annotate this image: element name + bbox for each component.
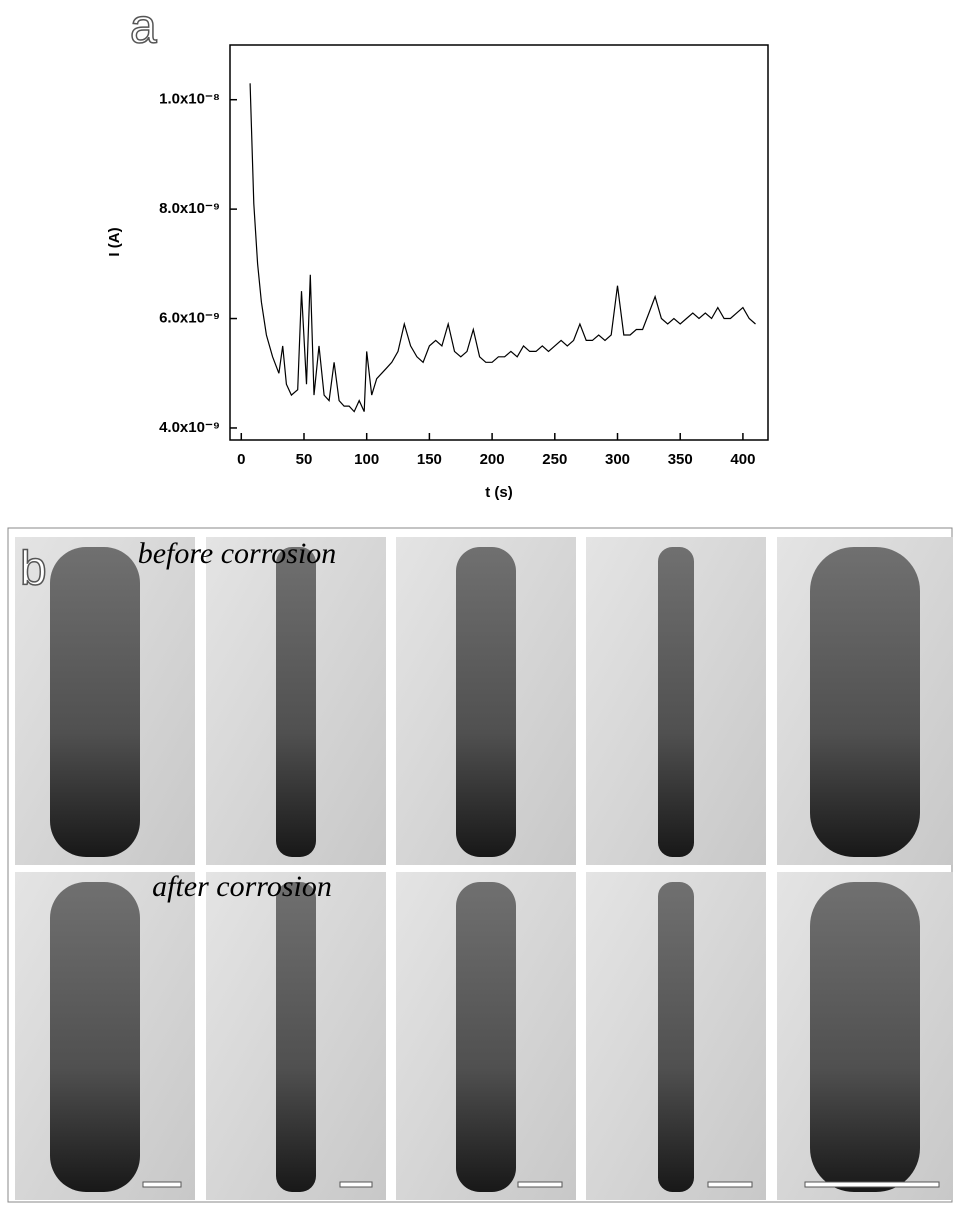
x-tick-label: 100 (354, 451, 379, 468)
y-tick-label: 8.0x10⁻⁹ (159, 200, 220, 217)
grain (810, 547, 920, 857)
panel-label: a (130, 1, 157, 54)
y-tick-label: 1.0x10⁻⁸ (159, 91, 220, 108)
x-tick-label: 350 (668, 451, 693, 468)
y-tick-label: 4.0x10⁻⁹ (159, 419, 220, 436)
y-axis-label: I (A) (106, 227, 123, 256)
x-tick-label: 400 (730, 451, 755, 468)
x-tick-label: 150 (417, 451, 442, 468)
data-line (249, 83, 756, 413)
x-tick-label: 200 (480, 451, 505, 468)
x-axis-label: t (s) (485, 484, 513, 501)
grain (50, 882, 140, 1192)
grain (456, 547, 516, 857)
grain (658, 547, 694, 857)
micrographs (15, 537, 953, 1200)
scale-bar (804, 1181, 940, 1188)
grain (276, 882, 316, 1192)
caption: after corrosion (152, 870, 332, 903)
caption: before corrosion (138, 537, 337, 570)
grain (50, 547, 140, 857)
grain (276, 547, 316, 857)
x-tick-label: 300 (605, 451, 630, 468)
grain (658, 882, 694, 1192)
scale-bar (517, 1181, 563, 1188)
x-tick-label: 0 (237, 451, 245, 468)
x-tick-label: 50 (296, 451, 313, 468)
y-tick-label: 6.0x10⁻⁹ (159, 310, 220, 327)
grain (810, 882, 920, 1192)
panel-label: b (20, 543, 47, 596)
scale-bar (339, 1181, 373, 1188)
grain (456, 882, 516, 1192)
scale-bar (142, 1181, 182, 1188)
scale-bar (707, 1181, 753, 1188)
plot-frame (229, 44, 769, 441)
x-tick-label: 250 (542, 451, 567, 468)
